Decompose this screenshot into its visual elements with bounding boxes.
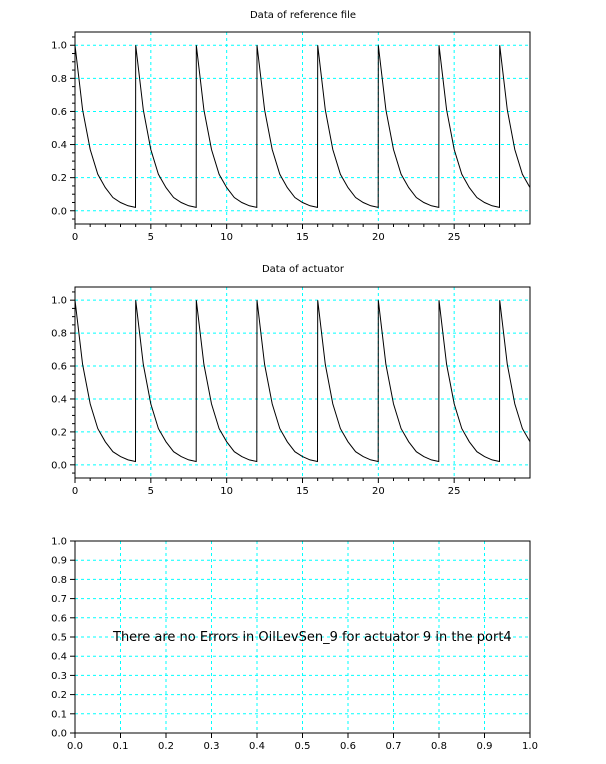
error-status-chart-x-ticks: 0.0 0.1 0.2 0.3 0.4 0.5 0.6 0.7 0.8 0.9 1.0 bbox=[67, 733, 538, 752]
error-status-message: There are no Errors in OilLevSen_9 for a… bbox=[112, 630, 512, 645]
y-tick-label: 0.4 bbox=[51, 394, 67, 405]
actuator-chart: Data of actuator 0 5 10 15 20 25 0.0 0.2 0.4 0.6… bbox=[51, 264, 531, 497]
x-tick-label: 25 bbox=[448, 486, 461, 497]
y-tick-label: 0.0 bbox=[51, 460, 67, 471]
error-status-chart-y-ticks: 0.0 0.1 0.2 0.3 0.4 0.5 0.6 0.7 0.8 0.9 1.0 bbox=[51, 537, 75, 740]
x-tick-label: 0.5 bbox=[295, 741, 311, 752]
x-tick-label: 0.6 bbox=[340, 741, 356, 752]
y-tick-label: 0.8 bbox=[51, 74, 67, 85]
reference-chart-title: Data of reference file bbox=[250, 10, 356, 21]
y-tick-label: 0.8 bbox=[51, 329, 67, 340]
y-tick-label: 0.5 bbox=[51, 633, 67, 644]
actuator-chart-series bbox=[74, 300, 531, 463]
y-tick-label: 0.2 bbox=[51, 690, 67, 701]
reference-chart: Data of reference file 0 5 10 15 20 25 0.0 0.2… bbox=[51, 10, 531, 243]
x-tick-label: 10 bbox=[220, 486, 233, 497]
actuator-chart-y-ticks: 0.0 0.2 0.4 0.6 0.8 1.0 bbox=[51, 291, 75, 474]
y-tick-label: 0.3 bbox=[51, 671, 67, 682]
y-tick-label: 0.6 bbox=[51, 362, 67, 373]
reference-chart-y-ticks: 0.0 0.2 0.4 0.6 0.8 1.0 bbox=[51, 36, 75, 220]
x-tick-label: 20 bbox=[372, 486, 385, 497]
y-tick-label: 1.0 bbox=[51, 296, 67, 307]
reference-chart-x-ticks: 0 5 10 15 20 25 bbox=[72, 224, 516, 243]
y-tick-label: 0.4 bbox=[51, 140, 67, 151]
y-tick-label: 0.1 bbox=[51, 709, 67, 720]
y-tick-label: 0.0 bbox=[51, 729, 67, 740]
actuator-chart-title: Data of actuator bbox=[262, 264, 345, 275]
y-tick-label: 0.4 bbox=[51, 652, 67, 663]
x-tick-label: 0.3 bbox=[204, 741, 220, 752]
x-tick-label: 5 bbox=[148, 486, 154, 497]
x-tick-label: 15 bbox=[296, 486, 309, 497]
x-tick-label: 25 bbox=[448, 232, 461, 243]
actuator-chart-x-ticks: 0 5 10 15 20 25 bbox=[72, 478, 516, 497]
series-line bbox=[74, 300, 531, 463]
x-tick-label: 20 bbox=[372, 232, 385, 243]
y-tick-label: 0.6 bbox=[51, 107, 67, 118]
x-tick-label: 0 bbox=[72, 486, 78, 497]
x-tick-label: 5 bbox=[148, 232, 154, 243]
reference-chart-series bbox=[74, 45, 531, 209]
x-tick-label: 10 bbox=[220, 232, 233, 243]
x-tick-label: 0.2 bbox=[158, 741, 174, 752]
y-tick-label: 0.6 bbox=[51, 613, 67, 624]
x-tick-label: 0.9 bbox=[477, 741, 493, 752]
y-tick-label: 0.7 bbox=[51, 594, 67, 605]
y-tick-label: 1.0 bbox=[51, 537, 67, 548]
x-tick-label: 0.8 bbox=[431, 741, 447, 752]
y-tick-label: 0.2 bbox=[51, 173, 67, 184]
x-tick-label: 0 bbox=[72, 232, 78, 243]
reference-chart-grid bbox=[75, 32, 530, 224]
y-tick-label: 1.0 bbox=[51, 41, 67, 52]
error-status-chart: 0.0 0.1 0.2 0.3 0.4 0.5 0.6 0.7 0.8 0.9 1.0 0.0 0.1… bbox=[51, 537, 538, 753]
series-line bbox=[74, 45, 531, 209]
y-tick-label: 0.8 bbox=[51, 575, 67, 586]
actuator-chart-grid bbox=[75, 287, 530, 478]
x-tick-label: 0.4 bbox=[249, 741, 265, 752]
y-tick-label: 0.2 bbox=[51, 427, 67, 438]
error-status-chart-grid bbox=[75, 541, 530, 733]
x-tick-label: 0.7 bbox=[386, 741, 402, 752]
y-tick-label: 0.9 bbox=[51, 556, 67, 567]
x-tick-label: 1.0 bbox=[522, 741, 538, 752]
x-tick-label: 0.0 bbox=[67, 741, 83, 752]
y-tick-label: 0.0 bbox=[51, 206, 67, 217]
x-tick-label: 15 bbox=[296, 232, 309, 243]
x-tick-label: 0.1 bbox=[113, 741, 129, 752]
